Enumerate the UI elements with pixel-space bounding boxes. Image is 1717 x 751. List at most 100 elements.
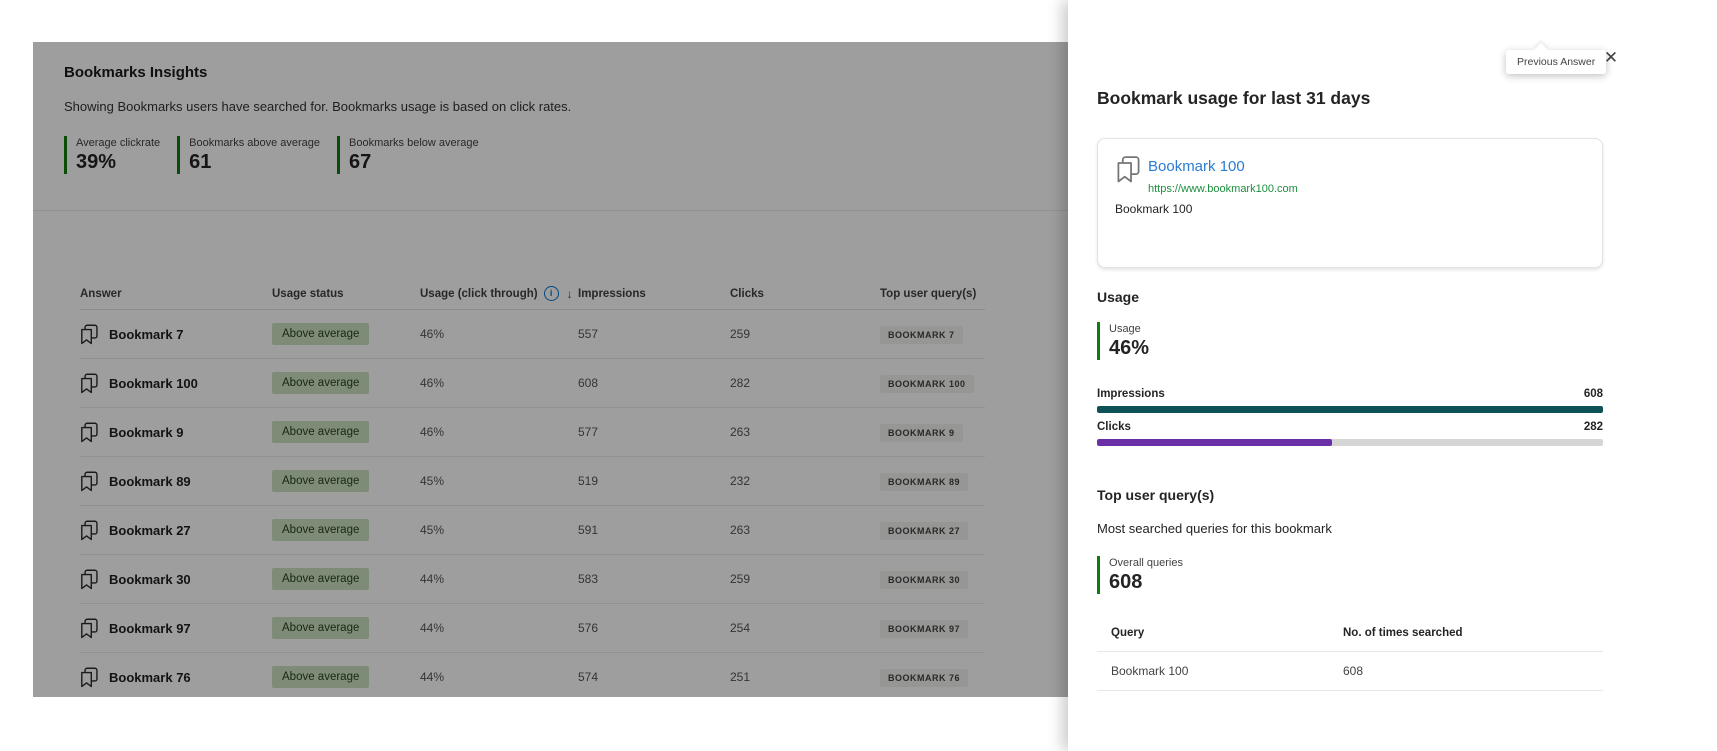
usage-status-badge: Above average bbox=[272, 470, 370, 492]
bookmark-preview-card: Bookmark 100 https://www.bookmark100.com… bbox=[1097, 138, 1603, 268]
dimming-scrim[interactable] bbox=[33, 42, 1068, 697]
clicks-value: 282 bbox=[1583, 421, 1603, 433]
column-header-answer[interactable]: Answer bbox=[80, 287, 122, 300]
bookmark-link[interactable]: Bookmark 100 bbox=[1148, 158, 1245, 175]
insights-stats: Average clickrate 39% Bookmarks above av… bbox=[64, 136, 479, 174]
impressions-value: 608 bbox=[578, 376, 599, 390]
stat-average-clickrate: Average clickrate 39% bbox=[64, 136, 160, 174]
clicks-value: 282 bbox=[730, 376, 751, 390]
top-queries-subtitle: Most searched queries for this bookmark bbox=[1097, 521, 1332, 536]
usage-value: 44% bbox=[420, 621, 445, 635]
bookmark-icon bbox=[80, 520, 98, 541]
bookmark-icon bbox=[80, 667, 98, 688]
stat-bookmarks-below-average: Bookmarks below average 67 bbox=[337, 136, 479, 174]
column-header-clicks[interactable]: Clicks bbox=[730, 287, 764, 300]
column-header-impressions[interactable]: Impressions bbox=[578, 287, 646, 300]
bookmark-icon bbox=[80, 422, 98, 443]
page-title: Bookmarks Insights bbox=[64, 64, 208, 81]
bookmark-icon bbox=[80, 373, 98, 394]
table-row[interactable]: Bookmark 7 Above average 46% 557 259 BOO… bbox=[80, 310, 985, 359]
usage-status-badge: Above average bbox=[272, 323, 370, 345]
clicks-metric: Clicks 282 bbox=[1097, 421, 1603, 446]
answer-name: Bookmark 9 bbox=[109, 424, 184, 440]
stat-value: 46% bbox=[1109, 337, 1150, 359]
stat-label: Bookmarks below average bbox=[349, 137, 479, 149]
tooltip-text: Previous Answer bbox=[1517, 56, 1596, 68]
stat-label: Bookmarks above average bbox=[189, 137, 321, 149]
info-icon[interactable]: i bbox=[543, 286, 559, 301]
table-row[interactable]: Bookmark 100 Above average 46% 608 282 B… bbox=[80, 359, 985, 408]
impressions-value: 608 bbox=[1583, 388, 1603, 400]
table-row[interactable]: Bookmark 30 Above average 44% 583 259 BO… bbox=[80, 555, 985, 604]
top-query-pill[interactable]: BOOKMARK 89 bbox=[880, 472, 969, 491]
clicks-value: 263 bbox=[730, 523, 751, 537]
usage-value: 45% bbox=[420, 523, 445, 537]
impressions-metric: Impressions 608 bbox=[1097, 388, 1603, 413]
clicks-value: 251 bbox=[730, 670, 751, 684]
impressions-value: 583 bbox=[578, 572, 599, 586]
usage-status-badge: Above average bbox=[272, 617, 370, 639]
usage-value: 44% bbox=[420, 670, 445, 684]
answer-name: Bookmark 76 bbox=[109, 669, 191, 685]
insights-card: Bookmarks Insights Showing Bookmarks use… bbox=[33, 42, 1068, 697]
impressions-value: 591 bbox=[578, 523, 599, 537]
top-query-pill[interactable]: BOOKMARK 30 bbox=[880, 570, 969, 589]
impressions-value: 574 bbox=[578, 670, 599, 684]
table-row[interactable]: Bookmark 89 Above average 45% 519 232 BO… bbox=[80, 457, 985, 506]
top-query-pill[interactable]: BOOKMARK 76 bbox=[880, 668, 969, 687]
stat-value: 608 bbox=[1109, 571, 1143, 593]
table-header-row: Answer Usage status Usage (click through… bbox=[80, 278, 985, 310]
info-glyph: i bbox=[549, 288, 553, 298]
stat-label: Overall queries bbox=[1109, 557, 1183, 569]
usage-status-badge: Above average bbox=[272, 568, 370, 590]
query-text: Bookmark 100 bbox=[1111, 664, 1189, 678]
previous-answer-tooltip: Previous Answer bbox=[1506, 50, 1607, 74]
clicks-label: Clicks bbox=[1097, 421, 1131, 433]
top-query-pill[interactable]: BOOKMARK 9 bbox=[880, 423, 963, 442]
bookmark-icon bbox=[80, 618, 98, 639]
stat-label: Usage bbox=[1109, 323, 1141, 335]
usage-status-badge: Above average bbox=[272, 666, 370, 688]
top-query-pill[interactable]: BOOKMARK 27 bbox=[880, 521, 969, 540]
usage-stat: Usage 46% bbox=[1097, 322, 1149, 360]
stat-value: 61 bbox=[189, 151, 212, 173]
sort-descending-icon[interactable]: ↓ bbox=[566, 286, 573, 301]
bookmark-icon bbox=[80, 324, 98, 345]
table-row[interactable]: Bookmark 76 Above average 44% 574 251 BO… bbox=[80, 653, 985, 697]
clicks-value: 259 bbox=[730, 572, 751, 586]
answer-name: Bookmark 27 bbox=[109, 522, 191, 538]
top-query-pill[interactable]: BOOKMARK 100 bbox=[880, 374, 974, 393]
impressions-bar-fill bbox=[1097, 406, 1603, 413]
impressions-value: 519 bbox=[578, 474, 599, 488]
answer-name: Bookmark 100 bbox=[109, 375, 198, 391]
column-header-usage-status[interactable]: Usage status bbox=[272, 287, 344, 300]
usage-status-badge: Above average bbox=[272, 372, 370, 394]
usage-value: 46% bbox=[420, 327, 445, 341]
close-panel-button[interactable]: ✕ bbox=[1599, 46, 1623, 70]
insights-subtitle: Showing Bookmarks users have searched fo… bbox=[64, 99, 572, 114]
table-row[interactable]: Bookmark 97 Above average 44% 576 254 BO… bbox=[80, 604, 985, 653]
impressions-bar bbox=[1097, 406, 1603, 413]
top-query-pill[interactable]: BOOKMARK 97 bbox=[880, 619, 969, 638]
usage-value: 46% bbox=[420, 425, 445, 439]
usage-status-badge: Above average bbox=[272, 519, 370, 541]
column-header-usage-click-through[interactable]: Usage (click through) i ↓ bbox=[420, 286, 578, 301]
bookmark-description: Bookmark 100 bbox=[1115, 202, 1193, 216]
table-row[interactable]: Bookmark 27 Above average 45% 591 263 BO… bbox=[80, 506, 985, 555]
column-header-top-user-queries[interactable]: Top user query(s) bbox=[880, 287, 977, 300]
bookmark-usage-panel: ↑ ↓ ✕ Previous Answer Bookmark usage for… bbox=[1068, 0, 1717, 751]
top-queries-heading: Top user query(s) bbox=[1097, 487, 1215, 503]
answer-name: Bookmark 30 bbox=[109, 571, 191, 587]
column-header-times-searched: No. of times searched bbox=[1343, 627, 1463, 639]
stat-value: 39% bbox=[76, 151, 117, 173]
clicks-bar-fill bbox=[1097, 439, 1332, 446]
clicks-bar bbox=[1097, 439, 1603, 446]
bookmark-icon bbox=[1116, 155, 1140, 184]
table-row[interactable]: Bookmark 9 Above average 46% 577 263 BOO… bbox=[80, 408, 985, 457]
usage-value: 45% bbox=[420, 474, 445, 488]
stat-label: Average clickrate bbox=[76, 137, 161, 149]
close-icon: ✕ bbox=[1603, 48, 1619, 67]
clicks-value: 254 bbox=[730, 621, 751, 635]
top-query-pill[interactable]: BOOKMARK 7 bbox=[880, 325, 963, 344]
